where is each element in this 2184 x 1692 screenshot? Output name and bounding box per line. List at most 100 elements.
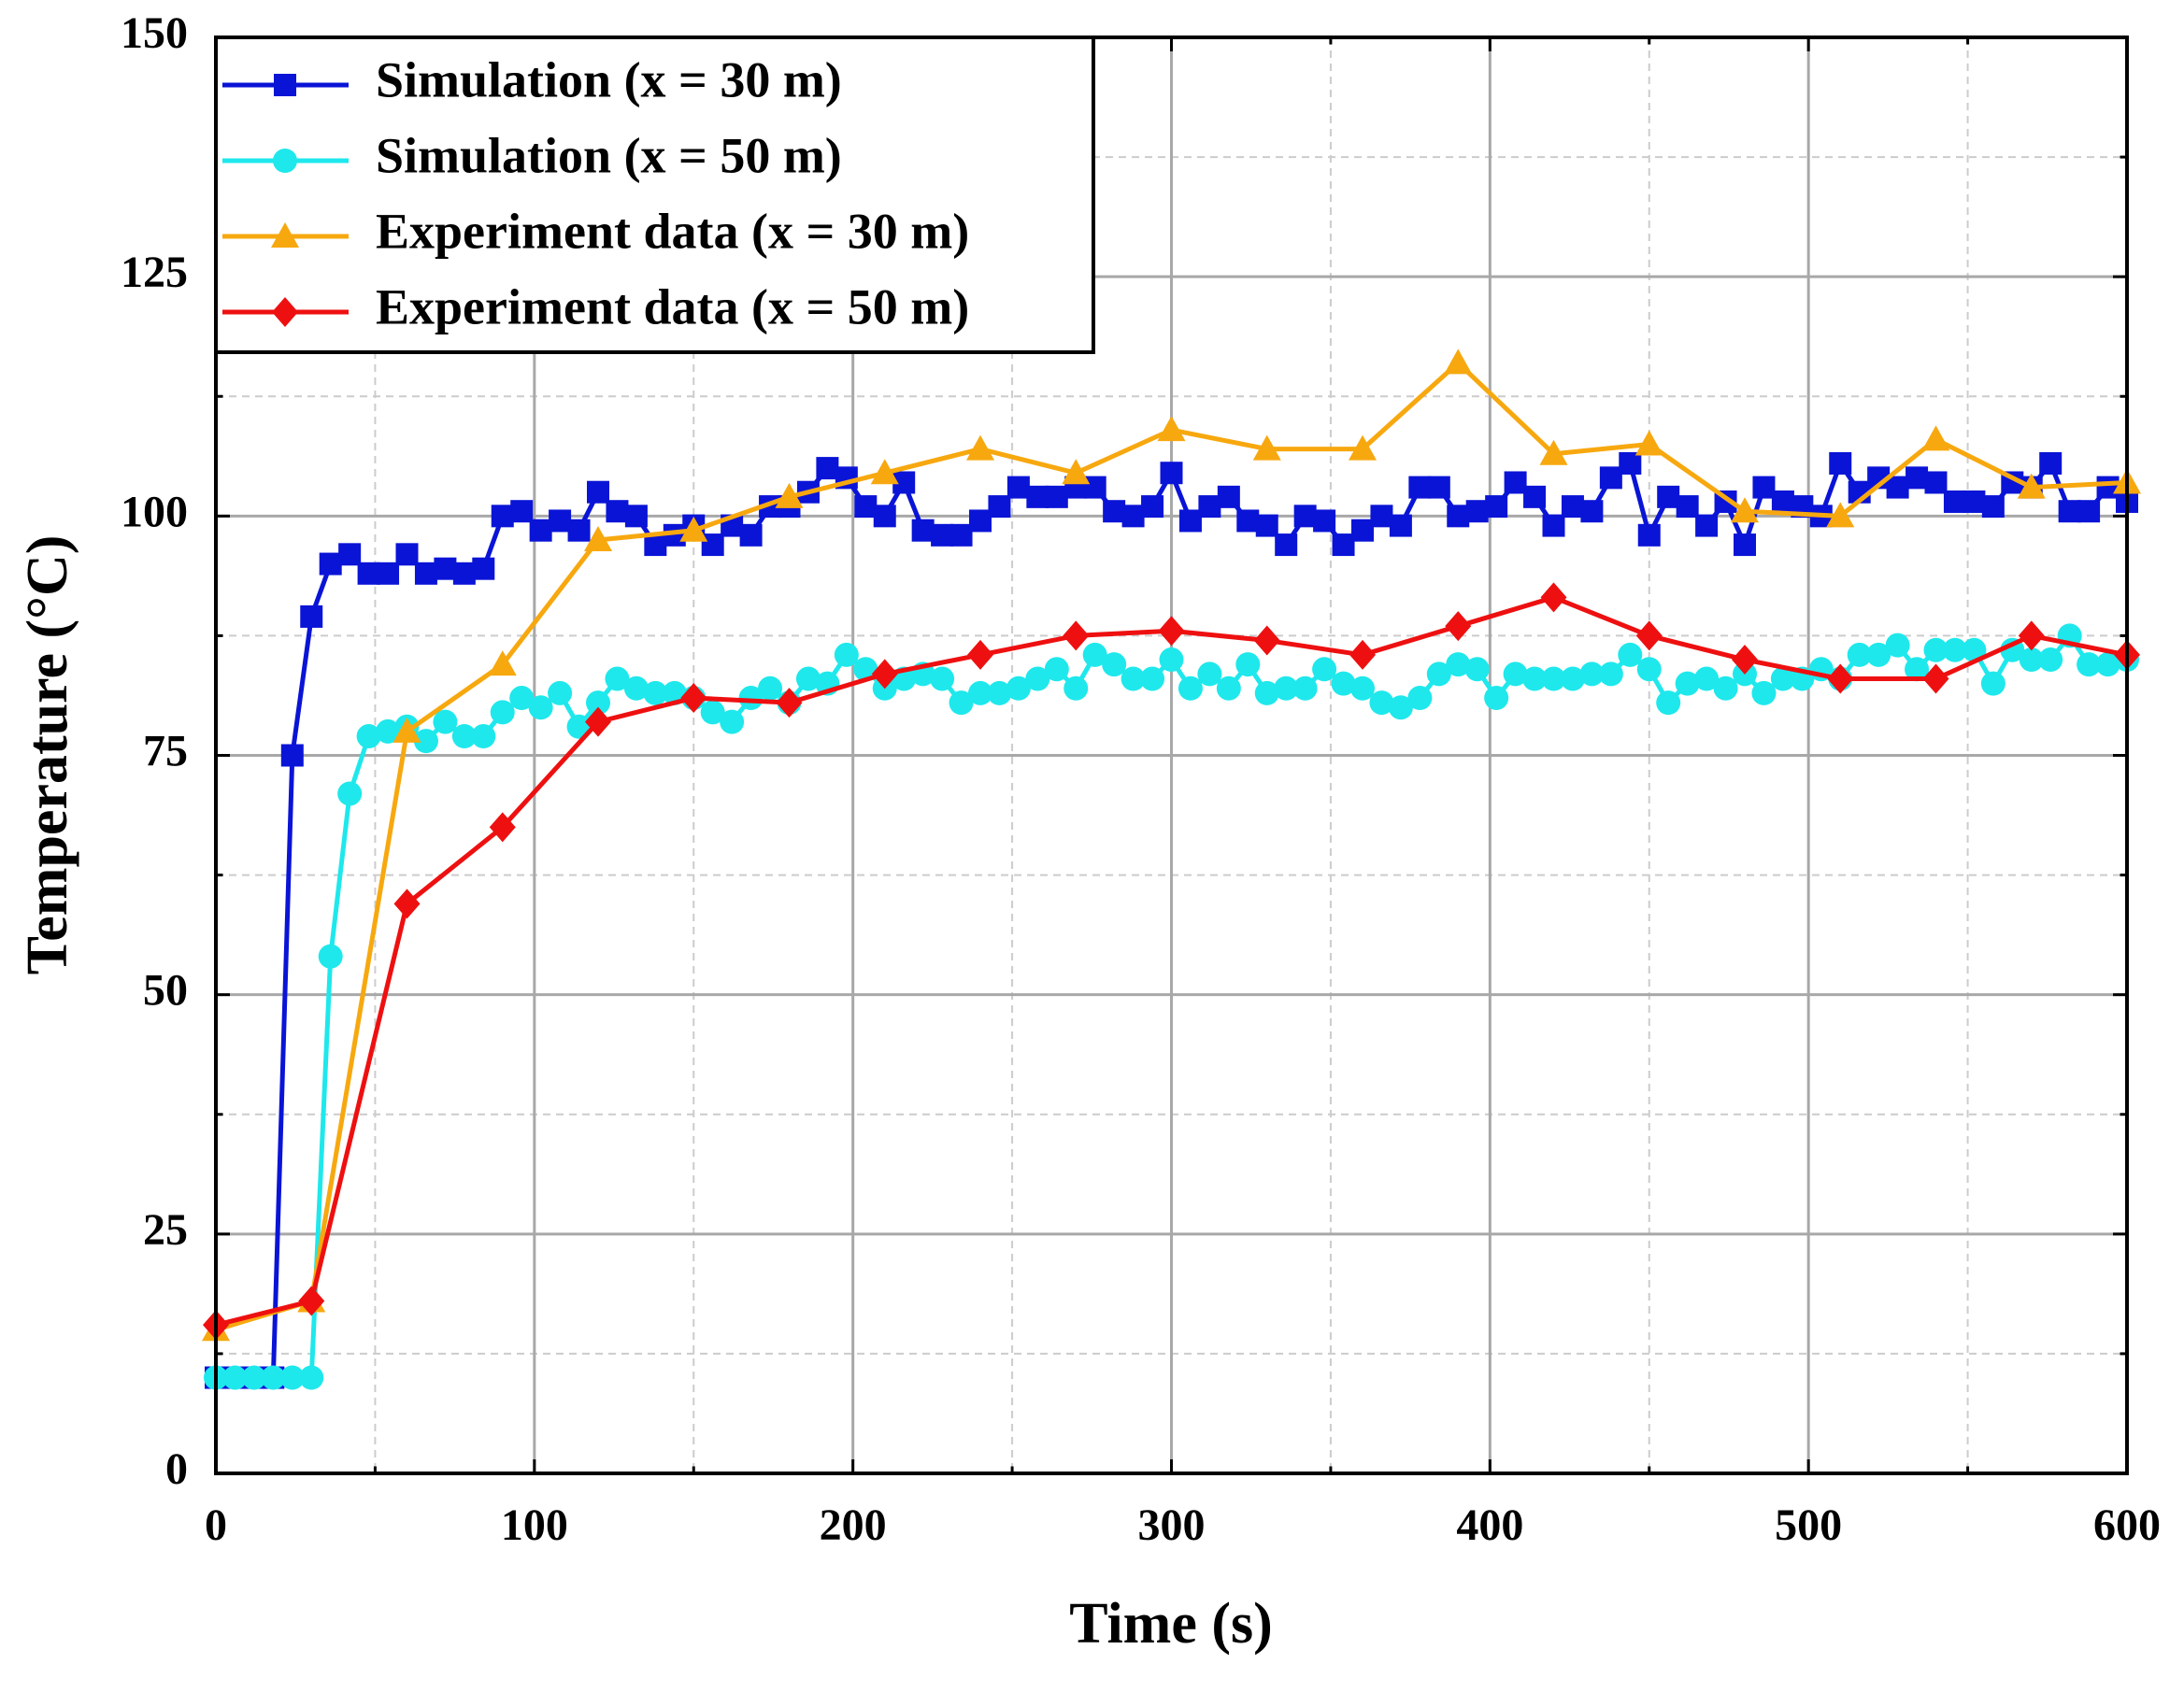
marker xyxy=(1885,633,1910,658)
marker xyxy=(700,700,725,725)
marker xyxy=(434,557,457,580)
marker xyxy=(871,659,898,690)
marker xyxy=(873,505,896,528)
marker xyxy=(1695,514,1719,537)
marker xyxy=(1025,666,1050,691)
marker xyxy=(1752,476,1776,499)
plot-frame xyxy=(214,36,2129,1475)
x-tick-label: 500 xyxy=(1775,1500,1842,1550)
marker xyxy=(1560,666,1585,691)
y-tick-label: 125 xyxy=(121,248,188,297)
marker xyxy=(1349,639,1376,670)
marker xyxy=(376,718,401,744)
marker xyxy=(488,650,517,676)
marker xyxy=(1886,476,1909,499)
marker xyxy=(738,686,764,711)
marker xyxy=(510,500,534,523)
marker xyxy=(1522,666,1548,691)
marker xyxy=(1062,459,1091,485)
marker xyxy=(1331,671,1356,696)
marker xyxy=(1921,425,1950,451)
marker xyxy=(1045,485,1068,508)
marker xyxy=(1634,430,1663,456)
marker xyxy=(758,675,783,701)
marker xyxy=(1121,666,1146,691)
marker xyxy=(452,562,476,585)
marker xyxy=(1427,476,1450,499)
marker xyxy=(1503,661,1528,687)
marker xyxy=(1446,652,1471,677)
marker xyxy=(1619,451,1642,475)
marker xyxy=(1407,686,1433,711)
legend-label: Simulation (x = 30 m) xyxy=(376,51,842,107)
marker xyxy=(1252,434,1281,461)
marker xyxy=(300,604,323,628)
marker xyxy=(1906,466,1929,490)
marker xyxy=(491,505,514,528)
marker xyxy=(1676,495,1699,519)
series xyxy=(203,582,2140,1341)
marker xyxy=(1178,509,1202,533)
marker xyxy=(433,709,458,734)
marker xyxy=(1216,675,1241,701)
x-tick-label: 200 xyxy=(820,1500,887,1550)
x-tick-label: 0 xyxy=(205,1500,227,1550)
marker xyxy=(1523,485,1547,508)
marker xyxy=(1313,509,1336,533)
marker xyxy=(1981,495,2005,519)
marker xyxy=(776,688,803,718)
marker xyxy=(413,729,438,754)
marker xyxy=(605,666,630,691)
marker xyxy=(1539,439,1568,465)
marker xyxy=(1198,495,1221,519)
marker xyxy=(1140,666,1165,691)
x-axis-title: Time (s) xyxy=(1069,1592,1273,1656)
marker xyxy=(1924,471,1948,494)
marker xyxy=(357,562,380,585)
marker xyxy=(1293,505,1317,528)
marker xyxy=(2038,647,2063,673)
marker xyxy=(1542,514,1565,537)
marker xyxy=(1083,476,1106,499)
marker xyxy=(1636,657,1662,682)
marker xyxy=(472,557,495,580)
marker xyxy=(1694,666,1720,691)
marker xyxy=(1447,505,1470,528)
y-axis-title: Temperature (°C) xyxy=(16,535,79,975)
x-tick-label: 100 xyxy=(501,1500,568,1550)
marker xyxy=(1275,533,1298,557)
y-tick-label: 75 xyxy=(143,727,188,776)
marker xyxy=(795,666,821,691)
marker xyxy=(1734,533,1756,557)
marker xyxy=(870,459,899,485)
marker xyxy=(720,709,745,734)
marker xyxy=(1350,675,1375,701)
marker xyxy=(931,523,954,547)
marker xyxy=(1713,675,1738,701)
marker xyxy=(930,666,955,691)
marker xyxy=(968,680,992,705)
marker xyxy=(606,500,629,523)
marker xyxy=(775,482,804,508)
marker xyxy=(1540,582,1567,613)
marker xyxy=(1943,490,1966,513)
marker xyxy=(337,781,363,806)
x-tick-label: 400 xyxy=(1456,1500,1523,1550)
marker xyxy=(911,519,935,542)
marker xyxy=(490,700,515,725)
y-tick-label: 100 xyxy=(121,487,188,536)
marker xyxy=(1579,661,1605,687)
marker xyxy=(318,944,343,969)
series xyxy=(202,348,2141,1342)
x-tick-label: 600 xyxy=(2093,1500,2161,1550)
marker xyxy=(585,706,611,737)
marker xyxy=(1141,495,1164,519)
marker xyxy=(1178,675,1203,701)
marker xyxy=(1485,495,1508,519)
marker xyxy=(679,516,708,542)
marker xyxy=(966,434,994,461)
marker xyxy=(967,639,993,670)
marker xyxy=(1217,485,1240,508)
